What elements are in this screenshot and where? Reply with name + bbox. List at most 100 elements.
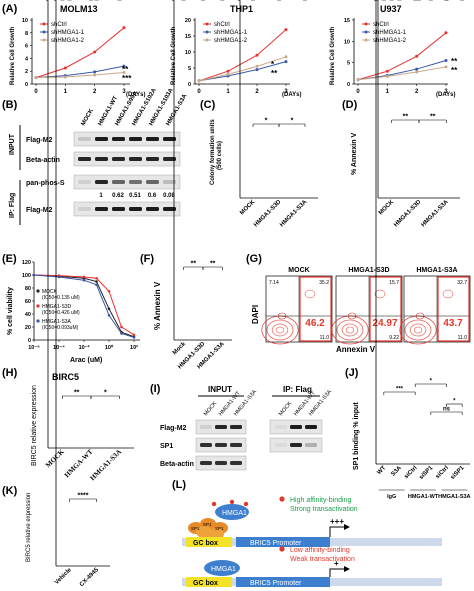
series-line	[198, 29, 287, 82]
western-blot-i: (I) INPUT IP: Flag MOCK HMGA1-WTHMGA1-S3A…	[150, 383, 333, 471]
x-tick-label: 0	[197, 89, 201, 95]
legend-ic50: (IC50=0.135 uM)	[42, 295, 80, 301]
band	[163, 137, 176, 141]
band	[275, 425, 287, 429]
sp1-cluster: SP1 SP1 SP1	[188, 518, 228, 540]
svg-text:SP1: SP1	[215, 526, 224, 531]
data-point	[63, 75, 67, 79]
x-tick-label: 1	[226, 89, 230, 95]
x-tick-label: 10⁻⁴	[53, 345, 65, 351]
y-axis-label: % Annexin V	[351, 133, 358, 175]
sig-mark: ****	[78, 493, 89, 500]
category-label: CX-4945	[79, 567, 100, 588]
apoptotic-gate	[369, 276, 402, 342]
data-point	[255, 53, 259, 57]
sig-mark: **	[210, 261, 216, 268]
input-label: INPUT	[208, 385, 232, 394]
data-point	[197, 79, 201, 83]
y-tick-label: 1.5	[45, 0, 54, 2]
series-line	[35, 71, 125, 79]
western-blot-b: (B) MOCK HMGA1-WTHMGA1-S99AHMGA1-S102AHMG…	[2, 87, 189, 225]
legend-marker	[364, 22, 368, 26]
y-axis-label: BIRC5 relative expression	[26, 493, 32, 562]
band	[78, 137, 91, 141]
series-line	[357, 32, 447, 81]
y-tick-label: 3	[42, 0, 46, 2]
quadrant-value: 15.7	[389, 280, 399, 286]
blot-strip	[73, 131, 181, 147]
x-tick-label: 3	[284, 89, 288, 95]
y-tick-label: 1	[42, 0, 46, 2]
blot-strip	[73, 201, 181, 217]
y-axis-label: % cell viability	[7, 287, 14, 335]
band-label: Flag-M2	[26, 207, 53, 214]
y-tick-label: 10	[368, 0, 375, 2]
y-tick-label: 0	[188, 82, 191, 88]
x-tick-label: 3	[122, 89, 126, 95]
quadrant-value: 11.0	[458, 335, 468, 341]
y-tick-label: 4	[25, 56, 29, 62]
data-point	[120, 325, 123, 329]
band	[95, 207, 108, 211]
data-point	[32, 273, 36, 277]
category-label: HMGA1-S3D	[393, 199, 423, 229]
y-tick-label: 6	[25, 44, 28, 50]
band	[305, 425, 317, 429]
category-label: HMGA1-S3A	[279, 199, 309, 229]
y-tick-label: 40	[368, 0, 375, 2]
band	[78, 207, 91, 211]
y-axis-label: DAPI	[251, 305, 260, 324]
y-tick-label: 5	[347, 61, 350, 67]
group-label: IgG	[387, 494, 396, 500]
y-tick-label: 40	[164, 0, 171, 2]
group-label: HMGA1-S3A	[438, 494, 470, 500]
sig-mark: *	[291, 118, 294, 125]
y-tick-label: 20	[164, 0, 171, 2]
promoter-label: BRIC5 Promoter	[250, 580, 302, 587]
x-tick-label: 3	[444, 89, 448, 95]
legend-label: shHMGA1-1	[373, 30, 407, 36]
band	[129, 207, 142, 211]
legend-label: shHMGA1-2	[214, 38, 248, 44]
contour	[442, 289, 454, 299]
apoptotic-gate	[299, 276, 332, 342]
lane-label: MOCK	[203, 401, 218, 418]
y-tick-label: 20	[368, 0, 375, 2]
svg-text:SP1: SP1	[203, 522, 212, 527]
band	[230, 443, 242, 447]
category-label: MOCK	[239, 199, 257, 217]
quadrant-value: 32.7	[457, 280, 467, 286]
bar-chart-j: (J) SP1 binding % input 0.00.20.40.60.8 W…	[345, 0, 471, 500]
apoptotic-gate	[437, 276, 470, 342]
promoter-box	[236, 537, 330, 547]
sig-mark: *	[453, 399, 456, 405]
category-label: siCtrl	[435, 465, 450, 480]
band	[200, 443, 212, 447]
y-tick-label: 10	[344, 39, 350, 45]
contour	[341, 323, 359, 337]
data-point	[444, 59, 448, 63]
band	[290, 443, 302, 447]
legend-label: shHMGA1-1	[51, 30, 85, 36]
y-tick-label: 0	[168, 0, 172, 2]
protein-label: HMGA1	[222, 510, 247, 517]
quant-value: 0.51	[129, 193, 141, 199]
blot-strip	[73, 174, 181, 190]
x-axis-label: (DAYs)	[436, 92, 455, 98]
y-axis-label: Colony formation units	[210, 119, 216, 185]
contour	[404, 319, 432, 341]
plot-title: HMGA1-S3A	[416, 267, 457, 274]
band	[112, 180, 125, 184]
phospho-dot	[279, 496, 285, 502]
data-point	[122, 26, 126, 30]
legend-label: shHMGA1-1	[214, 30, 248, 36]
data-point	[415, 70, 419, 74]
x-tick-label: 1	[386, 89, 390, 95]
y-tick-label: 2	[42, 0, 46, 2]
x-tick-label: 10⁻²	[79, 344, 90, 351]
sig-mark: **	[122, 65, 129, 74]
contour	[345, 326, 355, 334]
x-axis-label: (DAYs)	[282, 92, 301, 98]
legend-label: shCtrl	[214, 22, 230, 28]
